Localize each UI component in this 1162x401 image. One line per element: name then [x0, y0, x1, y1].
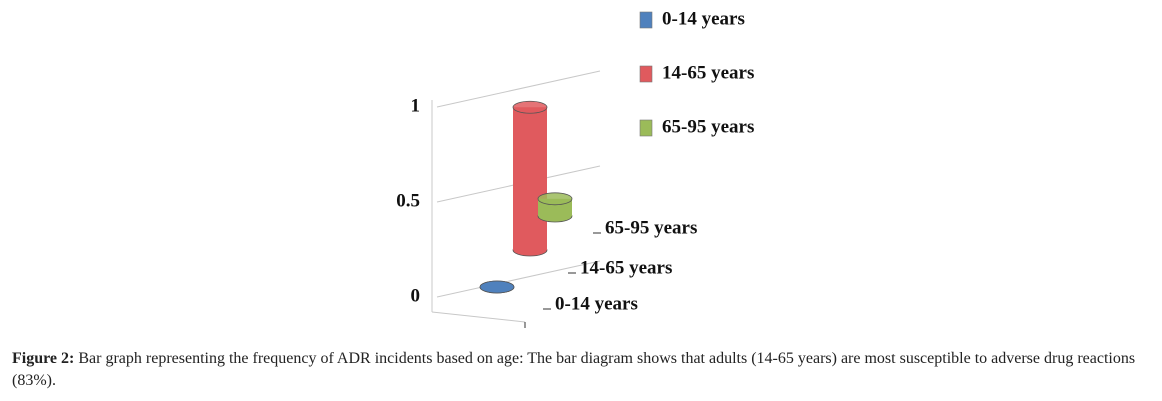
category-label: 65-95 years [605, 217, 697, 238]
bar-top [479, 280, 515, 294]
cylinder [479, 280, 515, 294]
y-tick-label: 0.5 [396, 190, 420, 211]
cylinder [537, 192, 573, 223]
y-tick-label: 0 [411, 285, 421, 306]
cylinder [512, 100, 548, 257]
legend-swatch [639, 11, 653, 29]
bar-top [512, 100, 548, 114]
legend-label: 14-65 years [662, 62, 754, 83]
axes-frame [431, 100, 526, 328]
chart: 0 0.5 1 0-14 years 14-65 years 65-95 years 0-1… [396, 8, 754, 328]
caption-label: Figure 2: [12, 350, 75, 367]
category-label: 0-14 years [555, 293, 638, 314]
caption: Figure 2: Bar graph representing the fre… [12, 348, 1157, 392]
category-label: 14-65 years [580, 257, 672, 278]
floor-edge [431, 311, 526, 323]
bar [513, 107, 547, 251]
grid-line [436, 70, 601, 108]
legend-swatch [639, 119, 653, 137]
y-tick-label: 1 [411, 95, 421, 116]
grid-line [436, 260, 601, 298]
legend-label: 0-14 years [662, 8, 745, 29]
legend-label: 65-95 years [662, 116, 754, 137]
caption-text: Bar graph representing the frequency of … [12, 350, 1136, 389]
bar-top [537, 192, 573, 206]
legend-swatch [639, 65, 653, 83]
